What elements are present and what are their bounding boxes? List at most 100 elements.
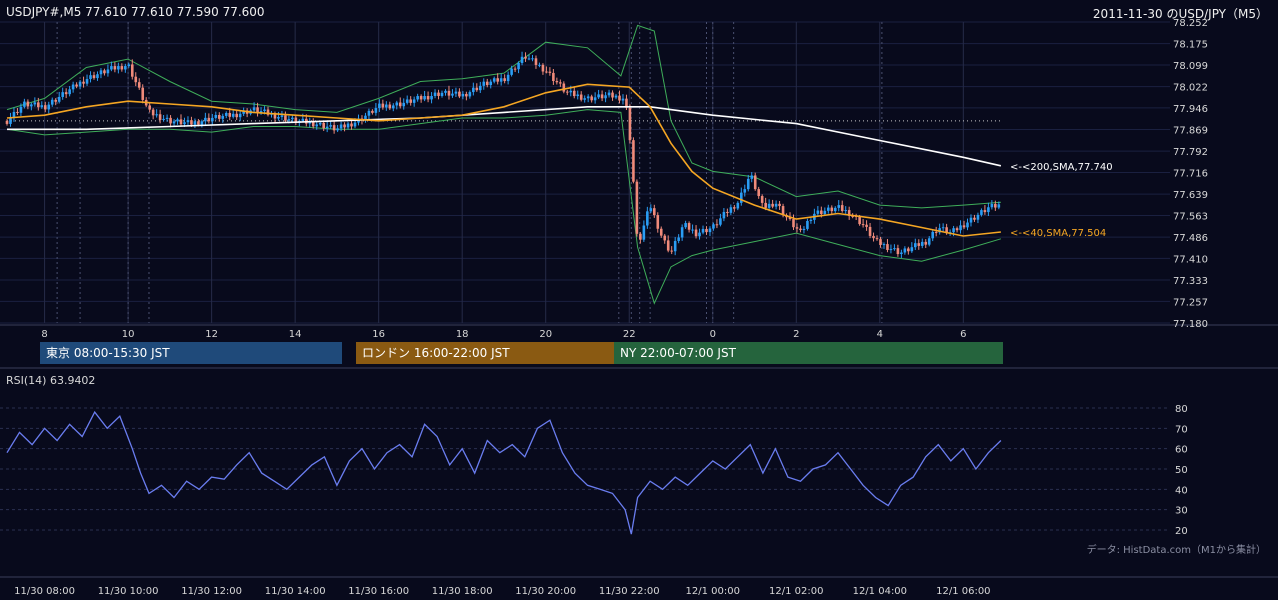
candle-body xyxy=(416,96,419,100)
candle-body xyxy=(242,110,245,114)
candle-body xyxy=(879,239,882,245)
candle-body xyxy=(437,92,440,96)
hour-tick-label: 4 xyxy=(877,329,883,340)
time-tick-label: 11/30 20:00 xyxy=(515,586,576,597)
candle-body xyxy=(468,92,472,97)
candle-body xyxy=(691,229,694,231)
hour-tick-label: 10 xyxy=(122,329,135,340)
candle-body xyxy=(40,105,44,108)
data-credit: データ: HistData.com（M1から集計） xyxy=(1086,545,1266,556)
hour-tick-label: 8 xyxy=(41,329,47,340)
grid xyxy=(0,21,1278,578)
candle-body xyxy=(611,92,614,98)
candle-body xyxy=(746,178,750,190)
candle-body xyxy=(37,102,40,108)
price-tick-label: 77.563 xyxy=(1173,211,1208,222)
candle-body xyxy=(124,66,127,70)
candle-body xyxy=(332,125,336,131)
candle-body xyxy=(524,56,527,59)
candle-body xyxy=(646,211,649,226)
candle-body xyxy=(907,248,910,252)
candle-body xyxy=(426,96,430,100)
candle-body xyxy=(252,107,256,111)
hour-tick-label: 14 xyxy=(289,329,302,340)
candle-body xyxy=(997,204,1001,208)
rsi-tick-label: 50 xyxy=(1175,465,1188,476)
candle-body xyxy=(489,81,493,86)
candle-body xyxy=(47,104,51,110)
candle-body xyxy=(54,99,58,102)
chart-title: 2011-11-30 のUSD/JPY（M5） xyxy=(1092,7,1268,21)
candle-body xyxy=(621,98,625,101)
candle-body xyxy=(934,231,938,233)
candle-body xyxy=(50,99,54,105)
candle-body xyxy=(847,210,851,216)
candle-body xyxy=(600,94,604,99)
candle-body xyxy=(451,93,454,96)
candle-body xyxy=(409,99,412,103)
candle-body xyxy=(374,108,378,113)
candle-body xyxy=(57,96,61,102)
candle-body xyxy=(5,120,9,124)
candle-body xyxy=(875,238,879,240)
candle-body xyxy=(217,114,221,119)
candle-body xyxy=(826,207,830,211)
candle-body xyxy=(284,115,287,121)
candle-body xyxy=(545,71,548,73)
candle-body xyxy=(388,104,392,109)
candle-body xyxy=(506,74,510,82)
rsi-label: RSI(14) 63.9402 xyxy=(6,374,96,387)
candle-body xyxy=(833,207,837,212)
candle-body xyxy=(743,189,747,193)
candle-body xyxy=(277,116,280,119)
rsi-line xyxy=(6,410,1002,535)
sma200-line xyxy=(7,106,1002,167)
price-tick-label: 77.180 xyxy=(1173,319,1208,330)
candle-body xyxy=(200,121,204,125)
hour-tick-label: 18 xyxy=(456,329,469,340)
candle-body xyxy=(698,232,701,237)
rsi-tick-label: 80 xyxy=(1175,404,1188,415)
candle-body xyxy=(757,189,760,197)
candle-body xyxy=(715,224,719,226)
hour-tick-label: 2 xyxy=(793,329,799,340)
candle-body xyxy=(75,84,78,87)
candle-body xyxy=(917,243,921,246)
candle-body xyxy=(238,113,242,118)
candle-body xyxy=(771,203,774,207)
candle-body xyxy=(666,240,670,251)
candle-body xyxy=(221,115,225,119)
candle-body xyxy=(680,227,684,238)
candle-body xyxy=(151,109,155,116)
candle-body xyxy=(447,90,451,96)
candle-body xyxy=(541,64,545,72)
candle-body xyxy=(64,92,68,95)
candle-body xyxy=(896,248,900,255)
candle-body xyxy=(708,228,712,233)
time-tick-label: 12/1 02:00 xyxy=(769,586,823,597)
candle-body xyxy=(19,106,23,113)
candle-body xyxy=(513,68,517,70)
candle-body xyxy=(792,218,795,228)
candle-body xyxy=(256,107,259,113)
time-tick-label: 12/1 06:00 xyxy=(936,586,990,597)
candle-body xyxy=(110,66,113,70)
candle-body xyxy=(385,104,388,108)
candle-body xyxy=(308,121,312,124)
time-tick-label: 12/1 00:00 xyxy=(686,586,740,597)
candle-body xyxy=(165,117,169,119)
candle-body xyxy=(82,81,85,84)
candle-body xyxy=(117,66,120,70)
candle-body xyxy=(381,103,385,108)
candle-body xyxy=(183,122,186,125)
candle-body xyxy=(572,90,576,97)
price-tick-label: 78.099 xyxy=(1173,61,1208,72)
candle-body xyxy=(301,118,305,121)
hour-tick-label: 22 xyxy=(623,329,636,340)
candle-body xyxy=(809,219,813,221)
time-tick-label: 11/30 08:00 xyxy=(14,586,75,597)
candle-body xyxy=(503,78,506,82)
candle-body xyxy=(677,237,680,241)
candle-body xyxy=(134,76,138,83)
candle-body xyxy=(586,96,590,99)
